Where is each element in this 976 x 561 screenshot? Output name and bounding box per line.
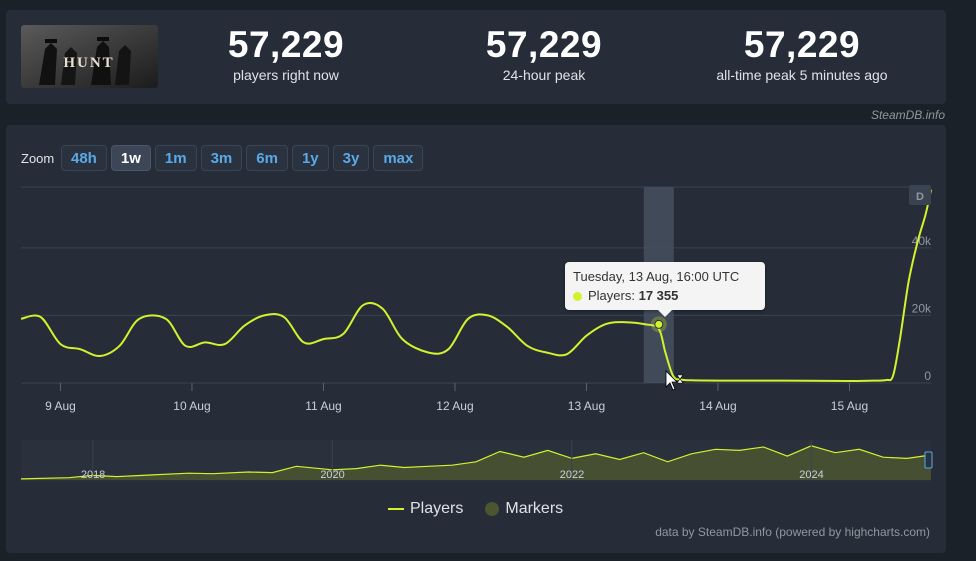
zoom-button-1m[interactable]: 1m (154, 145, 197, 171)
corner-button[interactable]: D (909, 185, 931, 205)
x-tick-label: 9 Aug (45, 399, 76, 413)
tooltip-value: 17 355 (638, 288, 679, 303)
zoom-button-48h[interactable]: 48h (61, 145, 107, 171)
zoom-button-1y[interactable]: 1y (291, 145, 329, 171)
steamdb-credit[interactable]: SteamDB.info (870, 108, 945, 122)
tooltip: Tuesday, 13 Aug, 16:00 UTC Players: 17 3… (565, 262, 765, 317)
x-tick-label: 14 Aug (699, 399, 736, 413)
x-tick-label: 10 Aug (173, 399, 210, 413)
game-thumbnail[interactable]: HUNT (21, 25, 158, 88)
zoom-button-6m[interactable]: 6m (246, 145, 288, 171)
tooltip-series-name: Players (588, 288, 632, 303)
mouse-cursor-icon (665, 370, 684, 391)
legend-item-players[interactable]: Players (388, 500, 463, 518)
zoom-button-1w[interactable]: 1w (110, 145, 151, 171)
chart-credit[interactable]: data by SteamDB.info (powered by highcha… (655, 525, 930, 539)
corner-button-label: D (916, 191, 924, 203)
y-tick-label: 40k (912, 234, 932, 248)
tooltip-arrow (658, 310, 672, 317)
legend-line-icon (388, 508, 404, 510)
navigator-year-label: 2020 (320, 469, 344, 481)
stat-alltime-peak: 57,229 all-time peak 5 minutes ago (682, 24, 922, 84)
navigator-handle[interactable] (924, 451, 933, 469)
legend-dot-icon (485, 502, 500, 516)
tooltip-dot (573, 292, 582, 302)
stat-value: 57,229 (743, 24, 861, 65)
zoom-button-max[interactable]: max (373, 145, 424, 171)
x-tick-label: 12 Aug (436, 399, 473, 413)
legend-label: Players (410, 500, 464, 517)
x-tick-label: 13 Aug (568, 399, 605, 413)
y-tick-label: 20k (912, 301, 932, 315)
game-art: HUNT (21, 25, 158, 88)
stat-label: 24-hour peak (502, 67, 586, 83)
zoom-button-3y[interactable]: 3y (332, 145, 370, 171)
stat-value: 57,229 (227, 24, 345, 65)
stat-label: players right now (233, 67, 339, 83)
navigator-area (21, 445, 931, 480)
x-tick-label: 11 Aug (305, 399, 341, 413)
chart-panel: Zoom 48h 1w 1m 3m 6m 1y 3y max 9 Aug 10 Aug 11 Au… (6, 125, 946, 553)
navigator-year-label: 2022 (560, 469, 584, 481)
navigator-year-label: 2018 (81, 469, 105, 481)
navigator[interactable]: 2018 2020 2022 2024 (20, 440, 933, 482)
stat-players-now: 57,229 players right now (166, 24, 406, 84)
navigator-year-label: 2024 (799, 469, 823, 481)
svg-text:HUNT: HUNT (63, 55, 114, 71)
hover-point (654, 319, 664, 329)
legend-label: Markers (505, 500, 564, 517)
zoom-button-3m[interactable]: 3m (200, 145, 243, 171)
y-tick-label: 0 (924, 369, 931, 383)
stats-panel: HUNT 57,229 players right now 57,229 24-… (6, 10, 946, 104)
stat-24h-peak: 57,229 24-hour peak (424, 24, 664, 84)
legend: Players Markers (388, 500, 585, 518)
navigator-line (20, 445, 932, 480)
tooltip-date: Tuesday, 13 Aug, 16:00 UTC (573, 269, 740, 284)
players-series-line (20, 189, 932, 383)
legend-item-markers[interactable]: Markers (485, 500, 563, 518)
x-tick-label: 15 Aug (831, 399, 868, 413)
stat-value: 57,229 (485, 24, 603, 65)
zoom-buttons: 48h 1w 1m 3m 6m 1y 3y max (61, 145, 424, 171)
player-chart[interactable]: 9 Aug 10 Aug 11 Aug 12 Aug 13 Aug 14 Aug 15 Au… (6, 125, 946, 495)
tooltip-series: Players: 17 355 (573, 288, 678, 303)
zoom-label: Zoom (21, 151, 55, 166)
stat-label: all-time peak 5 minutes ago (716, 67, 888, 83)
